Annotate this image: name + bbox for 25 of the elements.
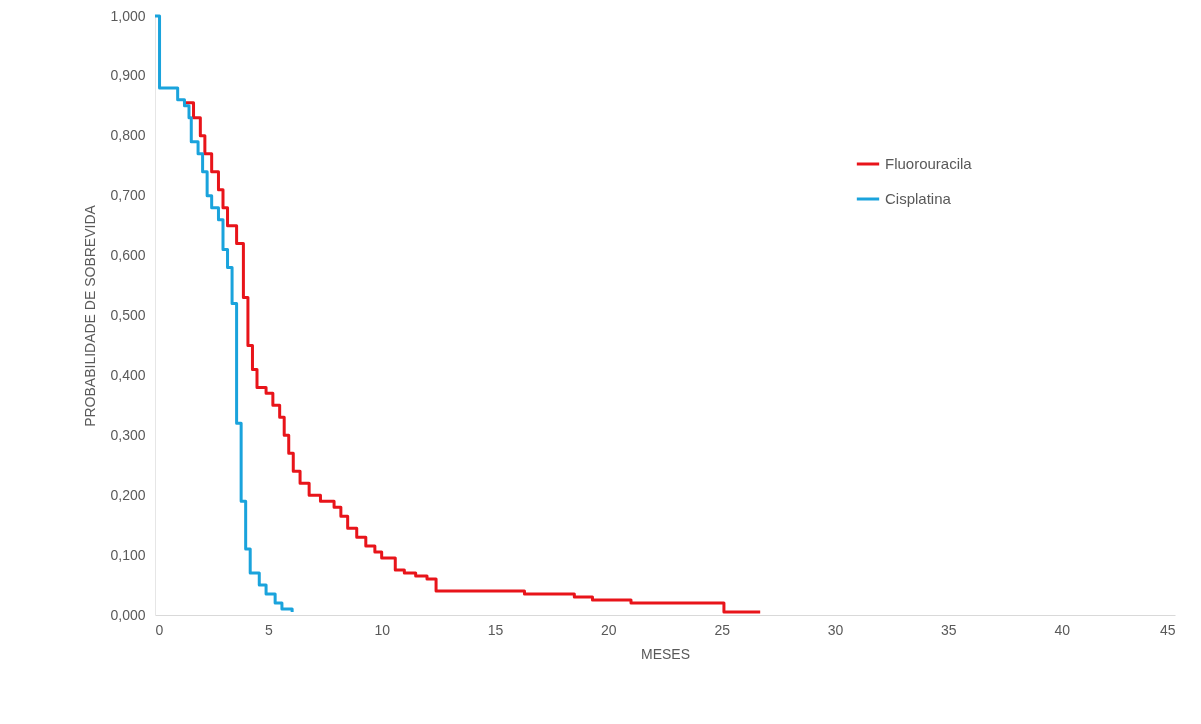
y-tick-label: 0,100 (110, 546, 146, 563)
y-tick-label: 0,500 (110, 307, 146, 323)
y-tick-label: 0,200 (110, 486, 146, 503)
y-axis-title: PROBABILIDADE DE SOBREVIDA (82, 204, 99, 427)
x-tick-label: 15 (487, 621, 504, 638)
y-tick-label: 1,000 (110, 7, 146, 24)
x-tick-label: 0 (155, 621, 164, 638)
legend-label: Cisplatina (885, 190, 952, 207)
y-tick-label: 0,300 (110, 426, 146, 443)
y-tick-label: 0,600 (110, 247, 146, 264)
x-tick-label: 30 (827, 621, 844, 638)
y-tick-label: 0,800 (110, 127, 146, 144)
x-tick-label: 10 (374, 621, 391, 638)
x-tick-label: 45 (1159, 621, 1176, 638)
x-tick-label: 5 (264, 621, 273, 638)
x-tick-label: 20 (601, 621, 617, 638)
x-tick-label: 25 (714, 621, 731, 638)
legend-label: Fluorouracila (885, 155, 973, 172)
y-tick-label: 0,400 (110, 366, 146, 383)
x-tick-label: 40 (1054, 621, 1071, 638)
y-tick-label: 0,700 (110, 187, 146, 204)
y-tick-label: 0,900 (110, 67, 146, 84)
y-tick-label: 0,000 (110, 606, 146, 623)
x-tick-label: 35 (941, 621, 957, 638)
x-axis-title: MESES (640, 645, 691, 662)
